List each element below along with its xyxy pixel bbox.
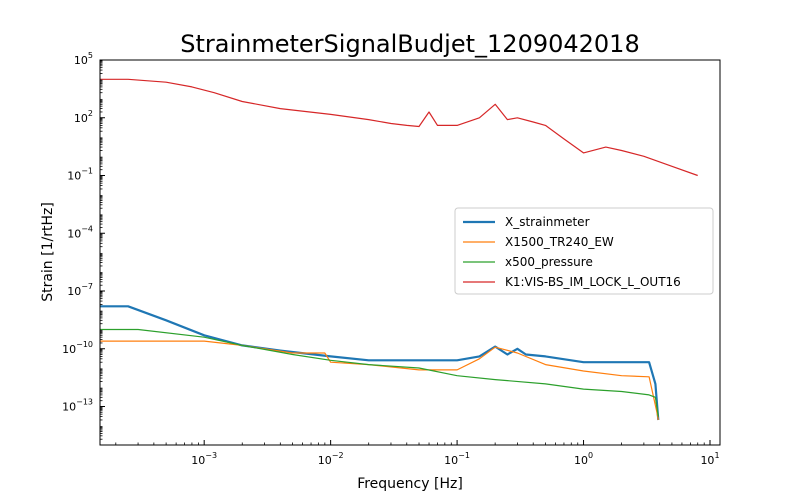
legend-items: X_strainmeter X1500_TR240_EW x500_pressure…	[463, 215, 681, 289]
axis-ticks: 10−3 10−2 10−1 100 101 10−13 10−10 10−7 10−4 10−1…	[62, 51, 719, 467]
x-axis-label: Frequency [Hz]	[357, 476, 463, 492]
plot-frame	[99, 59, 721, 446]
y-tick-label: 10−7	[67, 282, 93, 298]
legend-label: K1:VIS-BS_IM_LOCK_L_OUT16	[505, 275, 681, 289]
legend-label: x500_pressure	[505, 255, 593, 269]
y-tick-label: 10−1	[67, 167, 93, 183]
y-tick-label: 105	[74, 51, 93, 67]
y-tick-label: 10−4	[67, 224, 93, 240]
x-tick-label: 10−3	[191, 451, 217, 467]
series-layer	[100, 78, 698, 421]
series-line-3	[100, 328, 659, 417]
x-tick-label: 100	[574, 451, 593, 467]
y-tick-label: 102	[74, 109, 93, 125]
legend-label: X1500_TR240_EW	[505, 235, 614, 249]
y-axis-label: Strain [1/rtHz]	[40, 202, 56, 302]
legend-box	[454, 207, 714, 295]
series-line-1	[100, 305, 660, 421]
y-tick-label: 10−10	[62, 340, 93, 356]
legend-label: X_strainmeter	[505, 215, 590, 229]
x-tick-label: 101	[700, 451, 719, 467]
y-tick-label: 10−13	[62, 398, 93, 414]
x-tick-label: 10−2	[318, 451, 344, 467]
series-line-2	[100, 340, 659, 421]
series-line-4	[100, 78, 698, 177]
chart-title: StrainmeterSignalBudjet_1209042018	[180, 30, 639, 58]
x-tick-label: 10−1	[444, 451, 470, 467]
legend: X_strainmeter X1500_TR240_EW x500_pressure…	[454, 207, 714, 295]
